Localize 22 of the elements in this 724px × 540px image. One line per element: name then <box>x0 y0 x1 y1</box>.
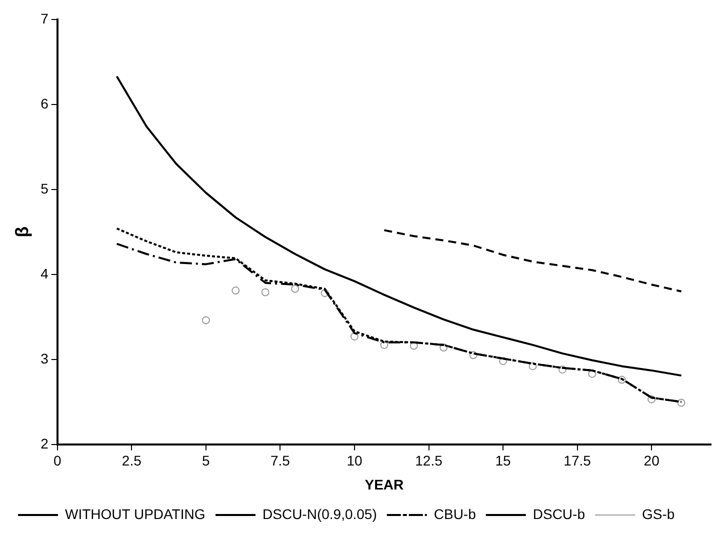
x-tick-label: 0 <box>53 452 62 469</box>
legend-label: DSCU-b <box>532 506 586 522</box>
y-tick-label: 5 <box>40 180 49 196</box>
y-tick-label: 3 <box>40 350 49 366</box>
y-tick-label: 4 <box>40 265 49 282</box>
y-tick-label: 6 <box>40 95 49 112</box>
x-tick-label: 20 <box>644 452 660 469</box>
y-axis-title: β <box>12 226 32 238</box>
legend-label: GS-b <box>642 506 675 522</box>
x-tick-label: 12.5 <box>415 452 443 469</box>
y-tick-label: 2 <box>40 435 49 452</box>
legend-label: CBU-b <box>434 506 476 522</box>
x-tick-label: 15 <box>495 452 512 469</box>
x-tick-label: 17.5 <box>564 452 592 469</box>
x-tick-label: 5 <box>202 452 210 469</box>
x-axis-title: YEAR <box>364 476 404 492</box>
legend-label: DSCU-N(0.9,0.05) <box>262 506 377 522</box>
y-tick-label: 7 <box>40 10 49 26</box>
x-tick-label: 10 <box>346 452 362 469</box>
legend-label: WITHOUT UPDATING <box>65 506 206 522</box>
x-tick-label: 2.5 <box>122 452 142 469</box>
x-tick-label: 7.5 <box>270 452 290 469</box>
